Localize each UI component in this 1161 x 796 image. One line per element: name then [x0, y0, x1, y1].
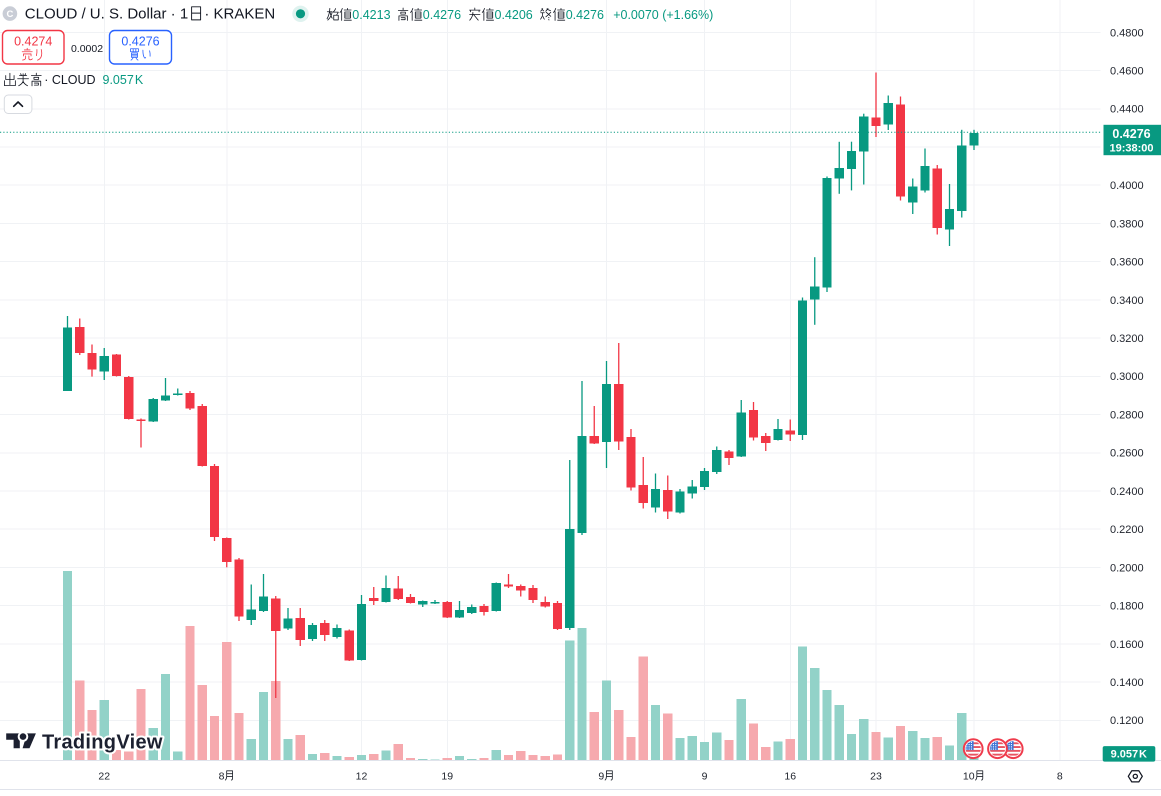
- svg-text:0.3200: 0.3200: [1110, 333, 1144, 345]
- svg-text:23: 23: [870, 770, 882, 782]
- svg-text:9: 9: [598, 770, 604, 782]
- svg-text:0.2800: 0.2800: [1110, 409, 1144, 421]
- svg-text:+0.0070 (+1.66%): +0.0070 (+1.66%): [613, 8, 713, 22]
- svg-text:· CLOUD: · CLOUD: [44, 73, 95, 87]
- svg-text:0.4276: 0.4276: [1112, 127, 1150, 141]
- svg-text:9.057 K: 9.057 K: [103, 73, 144, 87]
- svg-text:0.4206: 0.4206: [495, 8, 533, 22]
- svg-text:CLOUD / U. S. Dollar · 1: CLOUD / U. S. Dollar · 1: [25, 6, 188, 23]
- svg-text:0.3600: 0.3600: [1110, 257, 1144, 269]
- svg-text:TradingView: TradingView: [42, 731, 163, 753]
- svg-text:10: 10: [963, 770, 975, 782]
- svg-text:0.1400: 0.1400: [1110, 677, 1144, 689]
- svg-text:9: 9: [702, 770, 708, 782]
- svg-text:0.1600: 0.1600: [1110, 639, 1144, 651]
- svg-text:0.2400: 0.2400: [1110, 486, 1144, 498]
- svg-text:0.3400: 0.3400: [1110, 295, 1144, 307]
- svg-text:0.4274: 0.4274: [14, 35, 52, 49]
- svg-text:8: 8: [219, 770, 225, 782]
- svg-text:0.4213: 0.4213: [352, 8, 390, 22]
- svg-text:12: 12: [356, 770, 368, 782]
- svg-text:0.2200: 0.2200: [1110, 524, 1144, 536]
- svg-text:0.4400: 0.4400: [1110, 104, 1144, 116]
- svg-text:19:38:00: 19:38:00: [1109, 143, 1153, 155]
- svg-text:9.057 K: 9.057 K: [1111, 748, 1147, 760]
- svg-text:0.1200: 0.1200: [1110, 715, 1144, 727]
- svg-text:0.4000: 0.4000: [1110, 180, 1144, 192]
- svg-text:0.4600: 0.4600: [1110, 66, 1144, 78]
- svg-text:C: C: [6, 9, 13, 20]
- svg-text:19: 19: [441, 770, 453, 782]
- svg-text:0.2600: 0.2600: [1110, 448, 1144, 460]
- svg-text:0.4800: 0.4800: [1110, 27, 1144, 39]
- svg-text:0.2000: 0.2000: [1110, 562, 1144, 574]
- svg-text:0.4276: 0.4276: [423, 8, 461, 22]
- svg-text:0.1800: 0.1800: [1110, 601, 1144, 613]
- svg-text:· KRAKEN: · KRAKEN: [204, 6, 275, 23]
- svg-text:16: 16: [784, 770, 796, 782]
- svg-text:0.3000: 0.3000: [1110, 371, 1144, 383]
- svg-text:22: 22: [98, 770, 110, 782]
- svg-text:0.3800: 0.3800: [1110, 218, 1144, 230]
- svg-text:0.4276: 0.4276: [566, 8, 604, 22]
- svg-text:0.0002: 0.0002: [71, 43, 103, 55]
- svg-text:8: 8: [1057, 770, 1063, 782]
- svg-text:0.4276: 0.4276: [121, 35, 159, 49]
